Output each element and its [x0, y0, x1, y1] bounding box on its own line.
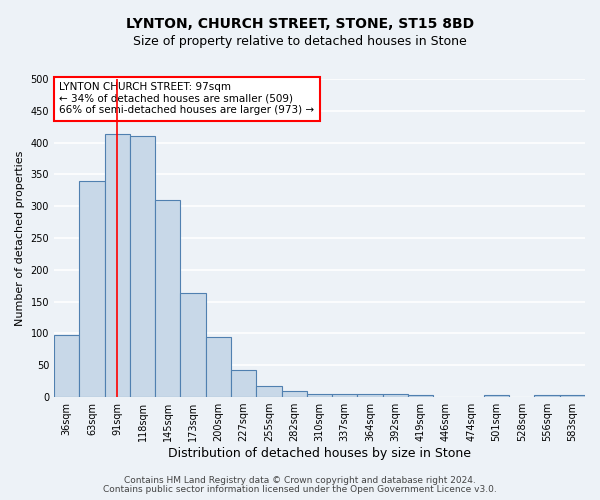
Bar	[231, 370, 256, 397]
Bar	[358, 394, 383, 397]
Bar	[307, 394, 332, 397]
Text: Size of property relative to detached houses in Stone: Size of property relative to detached ho…	[133, 35, 467, 48]
Bar	[560, 394, 585, 397]
Bar	[383, 394, 408, 397]
Bar	[332, 394, 358, 397]
Bar	[79, 181, 104, 397]
Bar	[256, 386, 281, 397]
X-axis label: Distribution of detached houses by size in Stone: Distribution of detached houses by size …	[168, 447, 471, 460]
Bar	[104, 134, 130, 397]
Bar	[181, 294, 206, 397]
Bar	[130, 136, 155, 397]
Bar	[54, 336, 79, 397]
Y-axis label: Number of detached properties: Number of detached properties	[15, 150, 25, 326]
Text: Contains public sector information licensed under the Open Government Licence v3: Contains public sector information licen…	[103, 485, 497, 494]
Bar	[408, 395, 433, 397]
Bar	[206, 336, 231, 397]
Bar	[535, 394, 560, 397]
Text: LYNTON, CHURCH STREET, STONE, ST15 8BD: LYNTON, CHURCH STREET, STONE, ST15 8BD	[126, 18, 474, 32]
Text: LYNTON CHURCH STREET: 97sqm
← 34% of detached houses are smaller (509)
66% of se: LYNTON CHURCH STREET: 97sqm ← 34% of det…	[59, 82, 314, 116]
Text: Contains HM Land Registry data © Crown copyright and database right 2024.: Contains HM Land Registry data © Crown c…	[124, 476, 476, 485]
Bar	[155, 200, 181, 397]
Bar	[281, 390, 307, 397]
Bar	[484, 394, 509, 397]
